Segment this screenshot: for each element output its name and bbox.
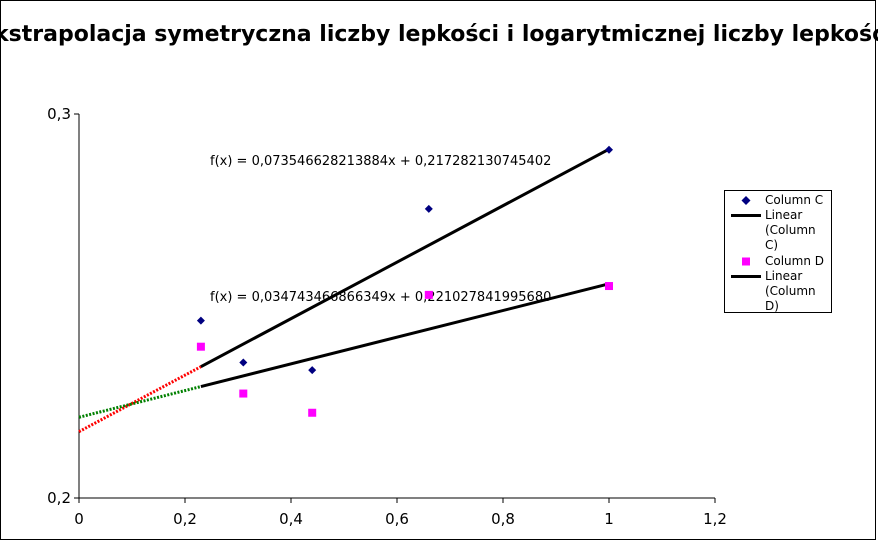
data-point-column-c [605, 145, 613, 154]
x-tick-label: 0 [74, 510, 84, 528]
x-tick-label: 1 [604, 510, 614, 528]
data-point-column-c [239, 358, 248, 367]
x-tick-label: 0,2 [173, 510, 197, 528]
x-tick-label: 0,8 [491, 510, 515, 528]
y-tick-label: 0,2 [47, 489, 71, 507]
legend-label: Column D [765, 254, 825, 268]
data-point-column-d [308, 408, 317, 417]
data-point-column-d [196, 342, 205, 351]
legend-label: Linear (Column C) [765, 208, 816, 252]
chart-title: Ekstrapolacja symetryczna liczby lepkośc… [0, 22, 878, 47]
data-point-column-c [308, 366, 317, 375]
legend-line-marker [731, 275, 761, 278]
extrapolation-line-d [78, 385, 202, 419]
data-point-column-d [239, 389, 248, 398]
data-point-column-d [605, 282, 613, 291]
x-tick-label: 1,2 [703, 510, 727, 528]
legend-label: Linear (Column D) [765, 269, 816, 313]
legend: Column C Linear (Column C) Column D Line… [724, 190, 832, 313]
x-tick-label: 0,6 [385, 510, 409, 528]
extrapolation-line-c [78, 365, 202, 433]
legend-square-marker [742, 257, 750, 266]
trendline-c [200, 147, 610, 369]
legend-label: Column C [765, 193, 824, 207]
data-point-column-c [196, 316, 205, 325]
data-point-column-c [424, 204, 433, 213]
x-tick-label: 0,4 [279, 510, 303, 528]
trendline-equation-d: f(x) = 0,034743466866349x + 0,2210278419… [210, 290, 551, 305]
trendline-equation-c: f(x) = 0,073546628213884x + 0,2172821307… [210, 154, 551, 169]
legend-diamond-marker [741, 196, 751, 205]
trendline-d [200, 282, 610, 389]
y-tick-label: 0,3 [47, 105, 71, 123]
data-point-column-d [424, 290, 433, 299]
legend-line-marker [731, 214, 761, 217]
